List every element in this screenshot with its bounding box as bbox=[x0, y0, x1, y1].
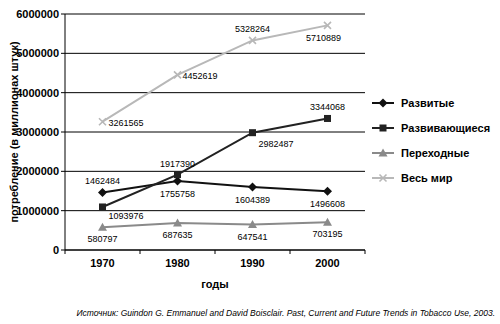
chart-svg: 0 1000000 2000000 3000000 4000000 5000000 6000… bbox=[0, 0, 500, 324]
grid-line bbox=[65, 14, 365, 15]
y-tick bbox=[61, 14, 65, 15]
x-tick-label: 1970 bbox=[90, 257, 114, 269]
data-label: 703195 bbox=[312, 229, 342, 239]
data-labels: 1462484 1755758 1604389 1496608 1093976 19173… bbox=[85, 24, 345, 244]
legend-label: Весь мир bbox=[401, 172, 453, 184]
legend-marker bbox=[379, 149, 388, 157]
data-label: 1604389 bbox=[235, 195, 270, 205]
marks bbox=[98, 22, 332, 231]
data-label: 5328264 bbox=[235, 24, 270, 34]
point-marker bbox=[249, 37, 256, 44]
y-tick-label: 3000000 bbox=[16, 126, 59, 138]
x-tick bbox=[65, 250, 66, 254]
data-label: 3261565 bbox=[109, 118, 144, 128]
legend: Развитые Развивающиеся Переходные Весь мир bbox=[372, 97, 490, 184]
data-label: 1917390 bbox=[160, 159, 195, 169]
point-marker bbox=[98, 223, 107, 231]
legend-marker bbox=[380, 175, 387, 182]
grid-line bbox=[65, 53, 365, 54]
point-marker bbox=[98, 188, 107, 197]
x-tick bbox=[290, 250, 291, 254]
x-tick-label: 1990 bbox=[240, 257, 264, 269]
y-tick-label: 1000000 bbox=[16, 205, 59, 217]
legend-label: Переходные bbox=[401, 147, 469, 159]
data-label: 4452619 bbox=[183, 71, 218, 81]
x-tick-label: 2000 bbox=[315, 257, 339, 269]
series-line bbox=[103, 118, 328, 207]
point-marker bbox=[248, 220, 257, 228]
series-line bbox=[103, 25, 328, 121]
chart-container: 0 1000000 2000000 3000000 4000000 5000000 6000… bbox=[0, 0, 500, 324]
data-label: 647541 bbox=[237, 232, 267, 242]
x-tick-label: 1980 bbox=[165, 257, 189, 269]
data-label: 1462484 bbox=[85, 176, 120, 186]
data-label: 687635 bbox=[162, 230, 192, 240]
point-marker bbox=[99, 118, 106, 125]
y-axis-title: потребление (в миллионах штук) bbox=[8, 41, 20, 222]
series-line bbox=[103, 181, 328, 193]
legend-label: Развивающиеся bbox=[401, 122, 490, 134]
point-marker bbox=[174, 171, 181, 178]
point-marker bbox=[173, 218, 182, 226]
y-tick bbox=[61, 171, 65, 172]
y-tick bbox=[61, 250, 65, 251]
x-tick bbox=[140, 250, 141, 254]
y-tick-label: 6000000 bbox=[16, 8, 59, 20]
data-label: 5710889 bbox=[306, 33, 341, 43]
data-label: 2982487 bbox=[259, 139, 294, 149]
y-tick bbox=[61, 132, 65, 133]
point-marker bbox=[99, 203, 106, 210]
grid-line bbox=[65, 92, 365, 93]
legend-marker bbox=[379, 99, 388, 108]
grid-line bbox=[65, 132, 365, 133]
legend-marker bbox=[380, 125, 387, 132]
source-note: Источник: Guindon G. Emmanuel and David … bbox=[76, 308, 495, 318]
data-label: 1496608 bbox=[310, 199, 345, 209]
y-tick-label: 4000000 bbox=[16, 87, 59, 99]
y-tick-label: 0 bbox=[53, 244, 59, 256]
data-label: 1093976 bbox=[109, 211, 144, 221]
y-tick-label: 2000000 bbox=[16, 165, 59, 177]
x-axis-title: годы bbox=[201, 278, 228, 290]
point-marker bbox=[323, 218, 332, 226]
data-label: 580797 bbox=[87, 234, 117, 244]
data-label: 3344068 bbox=[310, 102, 345, 112]
point-marker bbox=[323, 187, 332, 196]
series-line bbox=[103, 222, 328, 227]
point-marker bbox=[249, 129, 256, 136]
grid-line bbox=[65, 171, 365, 172]
y-tick bbox=[61, 92, 65, 93]
y-tick bbox=[61, 210, 65, 211]
point-marker bbox=[324, 22, 331, 29]
data-label: 1755758 bbox=[160, 189, 195, 199]
y-tick-label: 5000000 bbox=[16, 47, 59, 59]
y-tick bbox=[61, 53, 65, 54]
point-marker bbox=[324, 115, 331, 122]
point-marker bbox=[248, 182, 257, 191]
y-axis bbox=[65, 14, 66, 250]
legend-label: Развитые bbox=[401, 97, 454, 109]
x-tick bbox=[365, 250, 366, 254]
point-marker bbox=[174, 71, 181, 78]
x-tick bbox=[215, 250, 216, 254]
